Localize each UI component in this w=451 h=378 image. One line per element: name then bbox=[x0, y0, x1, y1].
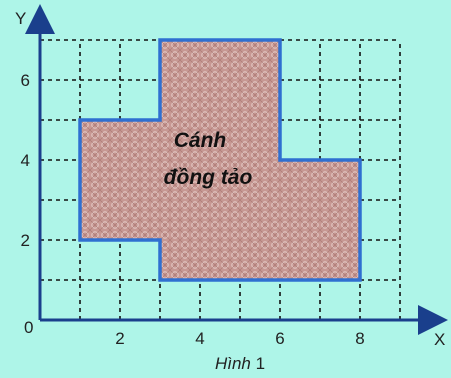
y-axis-name: Y bbox=[15, 9, 26, 28]
algae-field-region bbox=[78, 38, 362, 282]
region-label-line1: Cánh bbox=[174, 129, 227, 152]
x-tick-label: 2 bbox=[115, 329, 124, 348]
x-tick-labels: 2 4 6 8 bbox=[115, 329, 364, 348]
x-tick-label: 6 bbox=[275, 329, 284, 348]
figure-caption: Hình 1 bbox=[215, 354, 265, 373]
x-axis-name: X bbox=[434, 330, 445, 349]
origin-label: 0 bbox=[24, 318, 33, 337]
caption-number: 1 bbox=[256, 354, 265, 373]
y-tick-label: 4 bbox=[21, 151, 30, 170]
x-tick-label: 4 bbox=[195, 329, 204, 348]
y-tick-labels: 2 4 6 bbox=[21, 71, 30, 250]
x-tick-label: 8 bbox=[355, 329, 364, 348]
caption-word: Hình bbox=[215, 354, 251, 373]
y-tick-label: 6 bbox=[21, 71, 30, 90]
y-tick-label: 2 bbox=[21, 231, 30, 250]
region-label-line2: đồng tảo bbox=[164, 166, 253, 189]
